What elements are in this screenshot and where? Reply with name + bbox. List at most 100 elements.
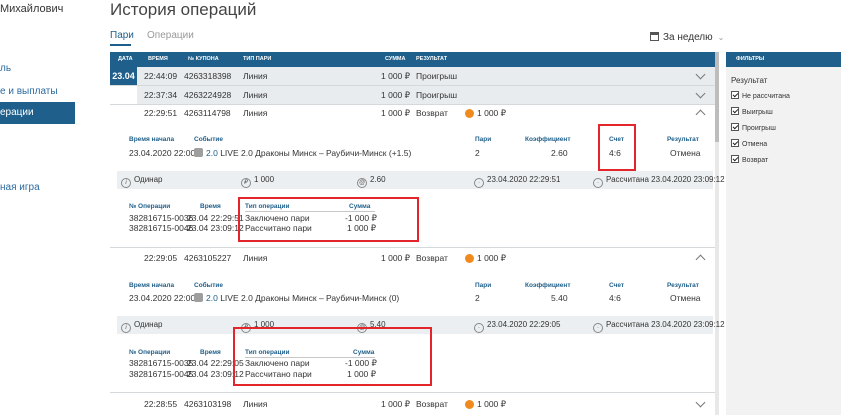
row-time: 22:29:05 [144,253,178,263]
op-no: 382816715-0035 [129,358,194,368]
checkbox-checked-icon[interactable] [731,107,739,115]
table-row[interactable]: 22:29:51 4263114798 Линия 1 000 ₽ Возвра… [137,104,715,122]
filter-not-settled[interactable]: Не рассчитана [731,91,790,100]
table-row[interactable]: 22:37:34 4263224928 Линия 1 000 ₽ Проигр… [137,86,715,104]
row-payout: 1 000 ₽ [477,399,507,409]
row-result: Возврат [416,399,448,409]
filter-label: Отмена [742,141,768,148]
chevron-down-icon[interactable] [695,397,706,408]
label-op-time: Время [200,203,221,210]
label-op-type: Тип операции [245,203,290,210]
op-time: 23.04 22:29:51 [187,213,244,223]
highlight-box [233,327,432,386]
bet-summary-bar: i Одинар ₽1 000 @2.60 · 23.04.2020 22:29:5… [117,171,725,189]
bet-time: 23.04.2020 22:29:05 [487,320,561,329]
row-result: Возврат [416,253,448,263]
chevron-down-icon[interactable] [695,69,706,80]
checkbox-checked-icon[interactable] [731,139,739,147]
clock-icon: · [474,323,484,333]
col-result: РЕЗУЛЬТАТ [416,56,448,62]
label-bet: Пари [475,136,492,143]
row-coupon: 4263105227 [184,253,232,263]
row-result: Проигрыш [416,90,458,100]
row-result: Возврат [416,108,448,118]
filter-cancel[interactable]: Отмена [731,139,767,148]
ops-divider [245,211,375,212]
label-result: Результат [667,282,699,289]
row-sum: 1 000 ₽ [381,71,411,81]
label-op-time: Время [200,349,221,356]
label-op-no: № Операции [129,349,171,356]
clock-icon: · [474,178,484,188]
filter-loss[interactable]: Проигрыш [731,123,776,132]
row-time: 22:29:51 [144,108,178,118]
info-icon: i [121,178,131,188]
tab-bets[interactable]: Пари [110,30,134,41]
filter-refund[interactable]: Возврат [731,155,768,164]
row-sum: 1 000 ₽ [381,399,411,409]
chevron-up-icon[interactable] [695,254,706,265]
op-no: 382816715-0046 [129,223,194,233]
event-number: 2.0 [206,293,218,303]
sidebar-item-operations[interactable]: ерации [0,102,75,124]
chevron-up-icon[interactable] [695,109,706,120]
op-type: Заключено пари [245,358,310,368]
table-row[interactable]: 22:28:55 4263103198 Линия 1 000 ₽ Возвра… [137,395,715,413]
highlight-box [238,197,419,242]
row-type: Линия [243,71,268,81]
filter-label: Не рассчитана [742,93,790,100]
event-start: 23.04.2020 22:00 [129,293,196,303]
calendar-icon [650,32,659,41]
row-divider [110,104,715,105]
filter-label: Выигрыш [742,109,773,116]
sidebar-item-profile[interactable]: ль [0,63,12,74]
bet-time: 23.04.2020 22:29:51 [487,175,561,184]
table-row[interactable]: 22:44:09 4263318398 Линия 1 000 ₽ Проигр… [137,67,715,85]
checkbox-checked-icon[interactable] [731,155,739,163]
row-type: Линия [243,108,268,118]
checkbox-checked-icon[interactable] [731,91,739,99]
checkbox-checked-icon[interactable] [731,123,739,131]
score-value: 4:6 [609,293,621,303]
coef-icon: @ [357,178,367,188]
table-header: ДАТА ВРЕМЯ № КУПОНА ТИП ПАРИ СУММА РЕЗУЛ… [110,52,715,67]
date-filter-dropdown[interactable]: За неделю ⌄ [650,32,724,43]
sidebar-item-game[interactable]: ная игра [0,182,40,193]
table-row[interactable]: 22:29:05 4263105227 Линия 1 000 ₽ Возвра… [137,249,715,267]
chevron-down-icon[interactable] [695,88,706,99]
settled-icon: · [593,323,603,333]
label-coef: Коэффициент [525,136,571,143]
chevron-down-icon: ⌄ [717,33,725,42]
filters-title: Результат [731,76,768,85]
bet-settled: Рассчитана 23.04.2020 23:09:12 [606,320,725,329]
payout-icon [465,254,474,263]
info-icon: i [121,323,131,333]
row-coupon: 4263224928 [184,90,232,100]
amount-icon: ₽ [241,178,251,188]
label-score: Счет [609,282,625,289]
row-payout: 1 000 ₽ [477,253,507,263]
scrollbar[interactable] [715,52,719,415]
coef-value: 5.40 [551,293,568,303]
bet-kind: Одинар [134,320,163,329]
op-type: Рассчитано пари [245,369,312,379]
row-sum: 1 000 ₽ [381,253,411,263]
row-time: 22:44:09 [144,71,178,81]
op-sum: 1 000 ₽ [347,369,377,379]
settled-icon: · [593,178,603,188]
event-start: 23.04.2020 22:00 [129,148,196,158]
op-sum: 1 000 ₽ [347,223,377,233]
event-line[interactable]: 2.0 LIVE 2.0 Драконы Минск – Раубичи-Мин… [194,148,411,158]
row-type: Линия [243,90,268,100]
tab-operations[interactable]: Операции [147,30,194,41]
payout-icon [465,400,474,409]
row-sum: 1 000 ₽ [381,90,411,100]
sidebar-item-payments[interactable]: е и выплаты [0,86,58,97]
op-type: Заключено пари [245,213,310,223]
result-value: Отмена [670,148,701,158]
event-line[interactable]: 2.0 LIVE 2.0 Драконы Минск – Раубичи-Мин… [194,293,399,303]
filter-win[interactable]: Выигрыш [731,107,773,116]
op-type: Рассчитано пари [245,223,312,233]
bet-amount: 1 000 [254,320,275,329]
scrollbar-thumb[interactable] [715,52,719,142]
